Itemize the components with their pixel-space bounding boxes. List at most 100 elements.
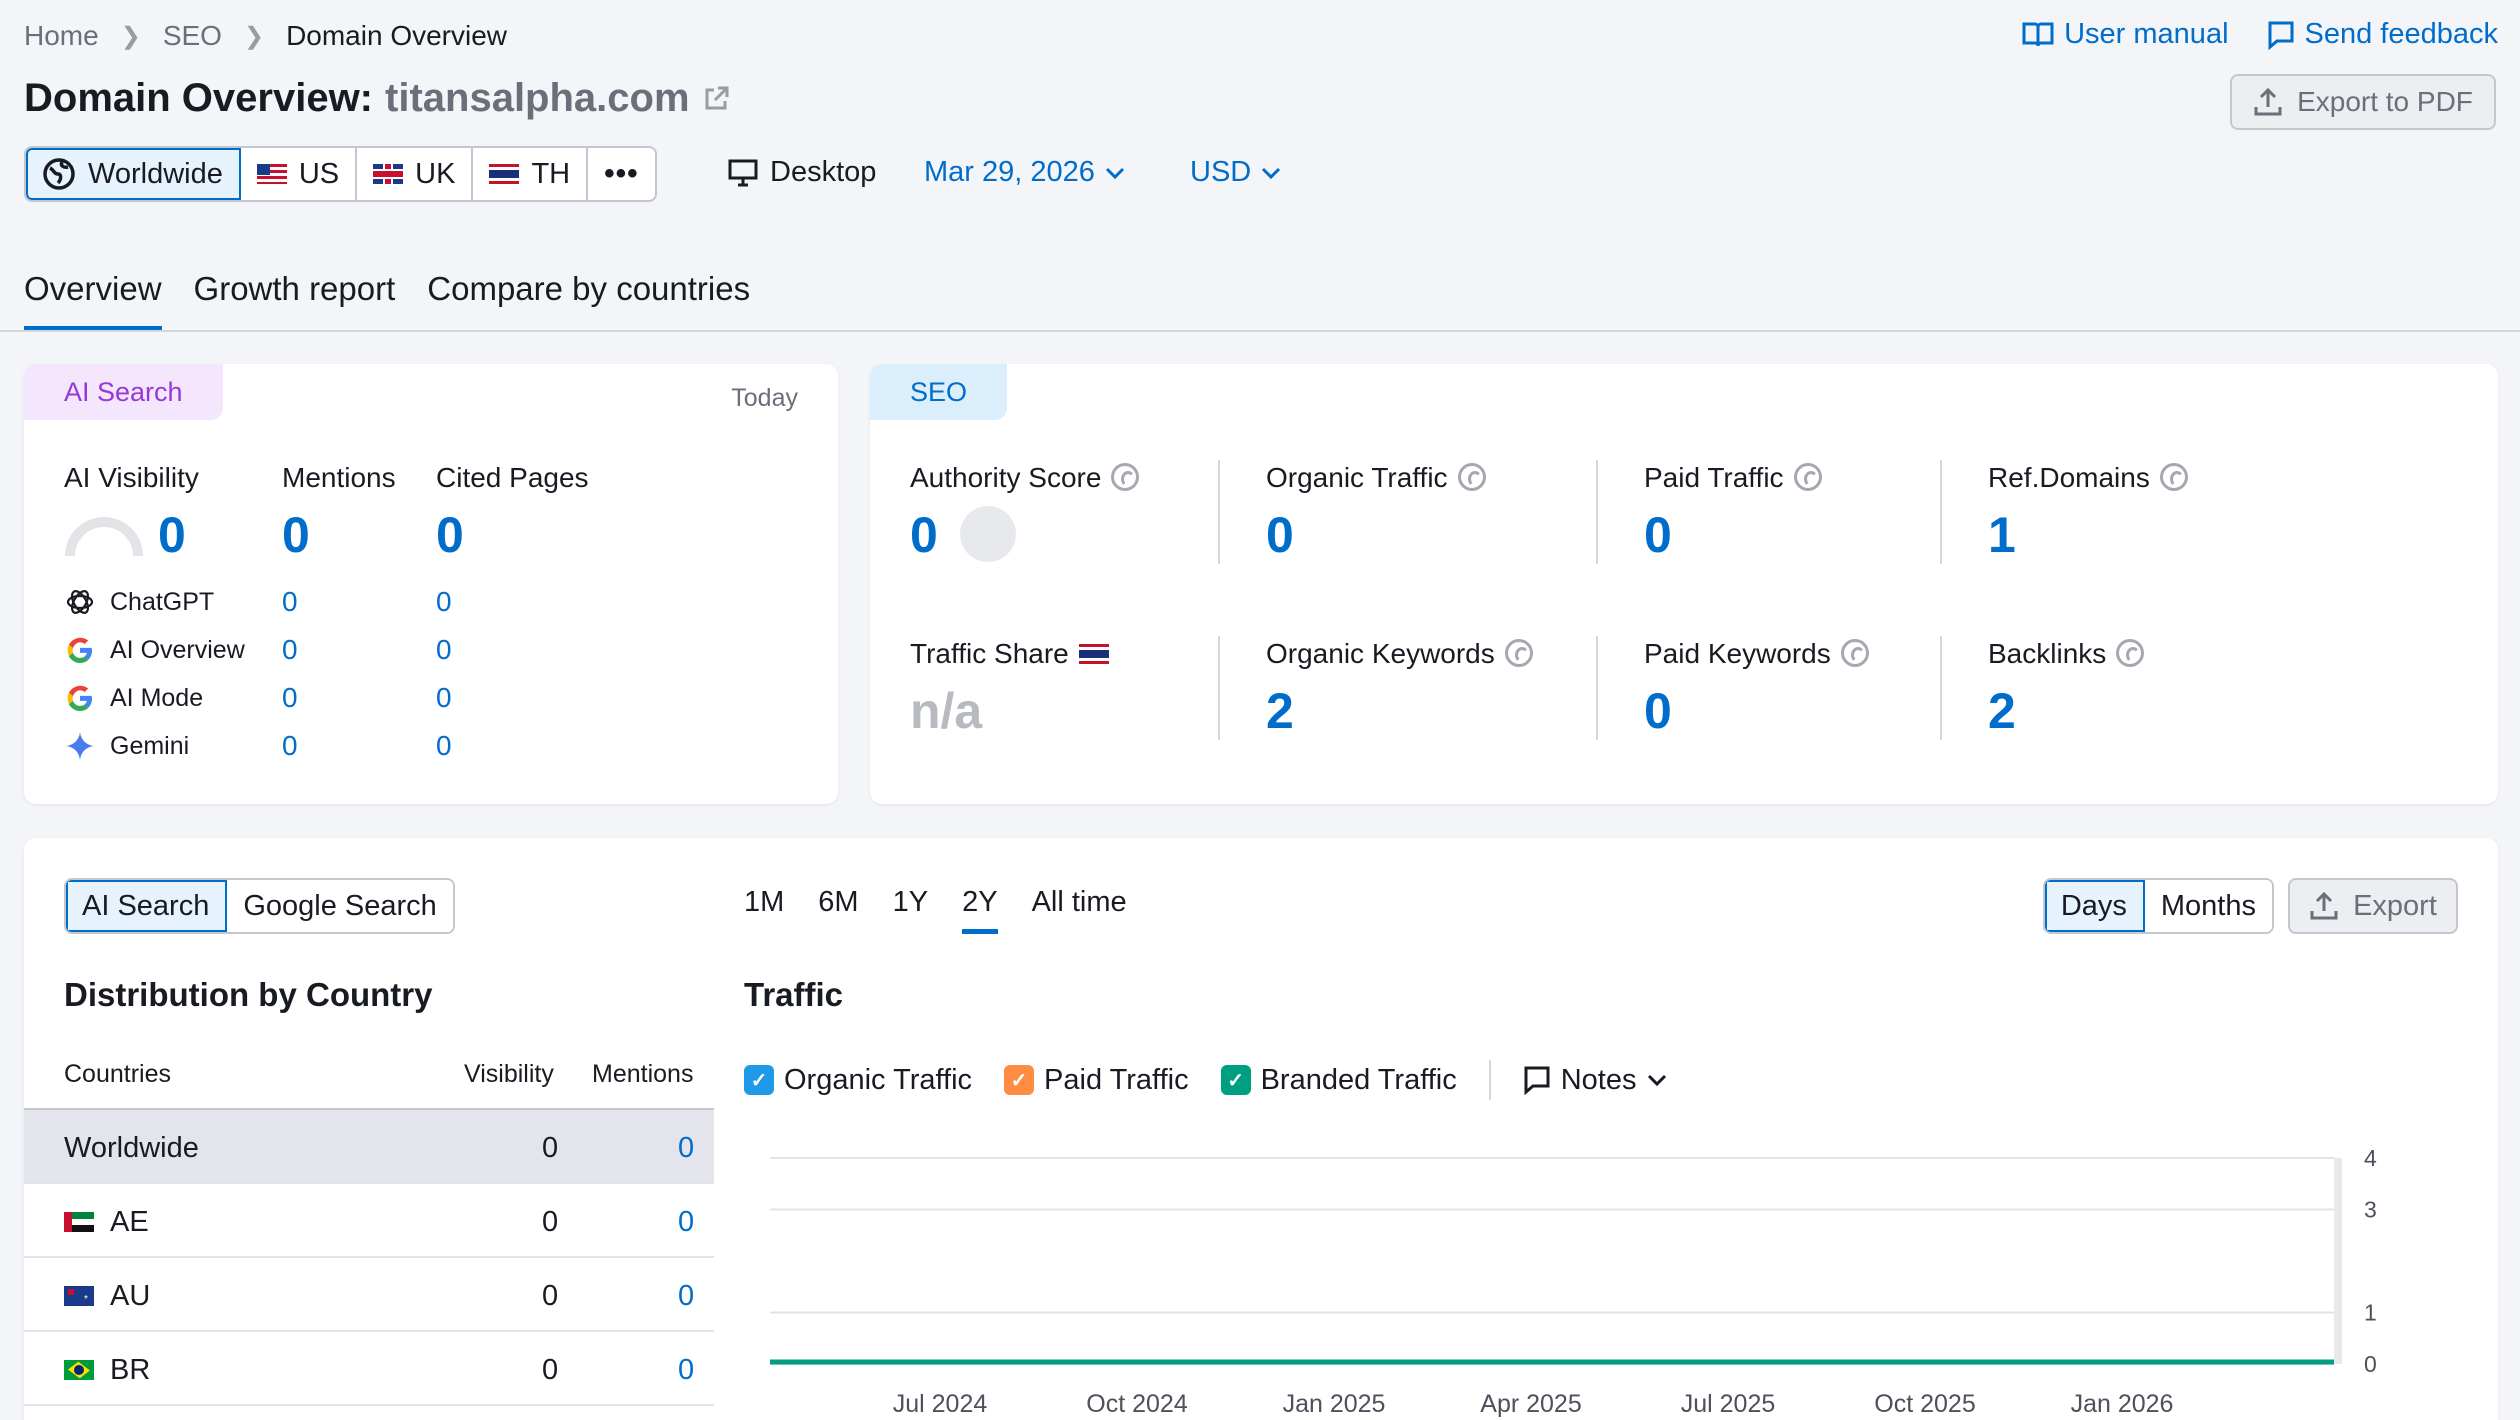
gemini-mentions[interactable]: 0 — [282, 730, 298, 761]
tab-overview[interactable]: Overview — [24, 270, 162, 331]
chatgpt-cited[interactable]: 0 — [436, 586, 452, 617]
col-countries[interactable]: Countries — [64, 1060, 171, 1088]
period-1m[interactable]: 1M — [744, 886, 785, 918]
period-1y[interactable]: 1Y — [892, 886, 929, 918]
toggle-google-search[interactable]: Google Search — [227, 880, 453, 932]
x-tick-label: Oct 2024 — [1086, 1390, 1188, 1418]
backlinks-value[interactable]: 2 — [1988, 683, 2016, 739]
breadcrumb: Home ❯ SEO ❯ Domain Overview — [24, 20, 507, 52]
checkbox-icon[interactable]: ✓ — [1004, 1065, 1035, 1095]
period-all-time[interactable]: All time — [1031, 886, 1127, 918]
toggle-months[interactable]: Months — [2144, 880, 2272, 932]
period-2y[interactable]: 2Y — [962, 886, 998, 934]
google-icon — [67, 637, 92, 663]
chatgpt-mentions[interactable]: 0 — [282, 586, 298, 617]
device-selector[interactable]: Desktop — [728, 156, 876, 189]
info-icon[interactable] — [1840, 639, 1869, 667]
col-visibility[interactable]: Visibility — [464, 1060, 554, 1088]
export-pdf-button[interactable]: Export to PDF — [2230, 74, 2496, 130]
organic-keywords-metric[interactable]: Organic Keywords — [1266, 638, 1533, 670]
ref-domains-label: Ref.Domains — [1988, 462, 2150, 493]
notes-dropdown[interactable]: Notes — [1523, 1064, 1667, 1097]
backlinks-metric[interactable]: Backlinks — [1988, 638, 2145, 670]
db-more-button[interactable]: ••• — [588, 148, 655, 200]
chevron-down-icon — [1262, 167, 1281, 179]
chart-scrollbar — [2334, 1158, 2342, 1364]
db-worldwide-label: Worldwide — [88, 157, 223, 190]
table-row[interactable]: BR 0 0 — [24, 1332, 714, 1406]
x-tick-label: Jul 2024 — [893, 1390, 988, 1418]
authority-score-value[interactable]: 0 — [910, 507, 938, 563]
divider — [1596, 460, 1598, 564]
toggle-ai-search[interactable]: AI Search — [66, 880, 228, 932]
ai-mode-cited[interactable]: 0 — [436, 682, 452, 713]
paid-traffic-value[interactable]: 0 — [1644, 507, 1672, 563]
authority-score-metric[interactable]: Authority Score — [910, 462, 1140, 494]
db-us[interactable]: US — [241, 148, 358, 200]
source-toggle: AI Search Google Search — [64, 878, 455, 934]
mentions-value[interactable]: 0 — [678, 1354, 695, 1386]
info-icon[interactable] — [1793, 463, 1822, 491]
domain-name[interactable]: titansalpha.com — [385, 76, 690, 120]
table-row[interactable]: * AU 0 0 — [24, 1258, 714, 1332]
ai-visibility-value[interactable]: 0 — [158, 507, 186, 563]
info-icon[interactable] — [2159, 463, 2188, 491]
info-icon[interactable] — [1457, 463, 1486, 491]
ai-overview-mentions[interactable]: 0 — [282, 634, 298, 665]
cited-pages-value[interactable]: 0 — [436, 507, 464, 563]
legend-divider — [1488, 1060, 1491, 1100]
table-row[interactable]: Worldwide 0 0 — [24, 1110, 714, 1184]
info-icon[interactable] — [2116, 639, 2145, 667]
mentions-value[interactable]: 0 — [282, 507, 310, 563]
tab-growth-report[interactable]: Growth report — [193, 270, 396, 307]
gemini-icon — [66, 732, 94, 760]
y-tick-label: 0 — [2364, 1351, 2377, 1377]
external-link-icon[interactable] — [702, 85, 730, 113]
mentions-value[interactable]: 0 — [678, 1280, 695, 1312]
chevron-down-icon — [1105, 167, 1124, 179]
paid-keywords-metric[interactable]: Paid Keywords — [1644, 638, 1869, 670]
organic-traffic-value[interactable]: 0 — [1266, 507, 1294, 563]
legend-branded-traffic[interactable]: ✓ Branded Traffic — [1220, 1064, 1457, 1097]
checkbox-icon[interactable]: ✓ — [1220, 1065, 1251, 1095]
us-flag-icon — [256, 164, 287, 184]
distribution-title: Distribution by Country — [64, 976, 433, 1013]
send-feedback-link[interactable]: Send feedback — [2267, 18, 2498, 51]
paid-traffic-metric[interactable]: Paid Traffic — [1644, 462, 1822, 494]
toggle-days[interactable]: Days — [2044, 880, 2145, 932]
mentions-value[interactable]: 0 — [678, 1206, 695, 1238]
db-worldwide[interactable]: Worldwide — [26, 148, 241, 200]
breadcrumb-home[interactable]: Home — [24, 20, 99, 51]
granularity-toggle: Days Months — [2042, 878, 2274, 934]
tab-compare-by-countries[interactable]: Compare by countries — [427, 270, 751, 307]
ref-domains-metric[interactable]: Ref.Domains — [1988, 462, 2188, 494]
db-th[interactable]: TH — [473, 148, 589, 200]
x-tick-label: Apr 2025 — [1480, 1390, 1581, 1418]
organic-keywords-value[interactable]: 2 — [1266, 683, 1294, 739]
checkbox-icon[interactable]: ✓ — [744, 1065, 774, 1095]
col-mentions[interactable]: Mentions — [592, 1060, 694, 1088]
traffic-chart[interactable]: 4 3 1 0 Jul 2024 Oct 2024 Jan 2025 Apr 2025 Jul … — [744, 1138, 2464, 1418]
period-6m[interactable]: 6M — [818, 886, 859, 918]
organic-traffic-metric[interactable]: Organic Traffic — [1266, 462, 1486, 494]
info-icon[interactable] — [1504, 639, 1533, 667]
ref-domains-value[interactable]: 1 — [1988, 507, 2016, 563]
notes-label: Notes — [1560, 1063, 1637, 1096]
paid-keywords-value[interactable]: 0 — [1644, 683, 1672, 739]
breadcrumb-seo[interactable]: SEO — [162, 20, 222, 51]
legend-paid-traffic[interactable]: ✓ Paid Traffic — [1004, 1064, 1189, 1097]
ai-mode-mentions[interactable]: 0 — [282, 682, 298, 713]
ai-overview-cited[interactable]: 0 — [436, 634, 452, 665]
gemini-cited[interactable]: 0 — [436, 730, 452, 761]
date-selector[interactable]: Mar 29, 2026 — [924, 156, 1125, 189]
legend-organic-traffic[interactable]: ✓ Organic Traffic — [744, 1064, 972, 1097]
currency-selector[interactable]: USD — [1190, 156, 1281, 189]
table-row[interactable]: AE 0 0 — [24, 1184, 714, 1258]
mentions-value[interactable]: 0 — [678, 1132, 695, 1164]
db-uk[interactable]: UK — [357, 148, 474, 200]
traffic-share-label: Traffic Share — [910, 638, 1069, 669]
user-manual-link[interactable]: User manual — [2022, 18, 2229, 51]
date-label: Mar 29, 2026 — [924, 156, 1095, 188]
info-icon[interactable] — [1111, 463, 1140, 491]
export-button[interactable]: Export — [2288, 878, 2458, 934]
